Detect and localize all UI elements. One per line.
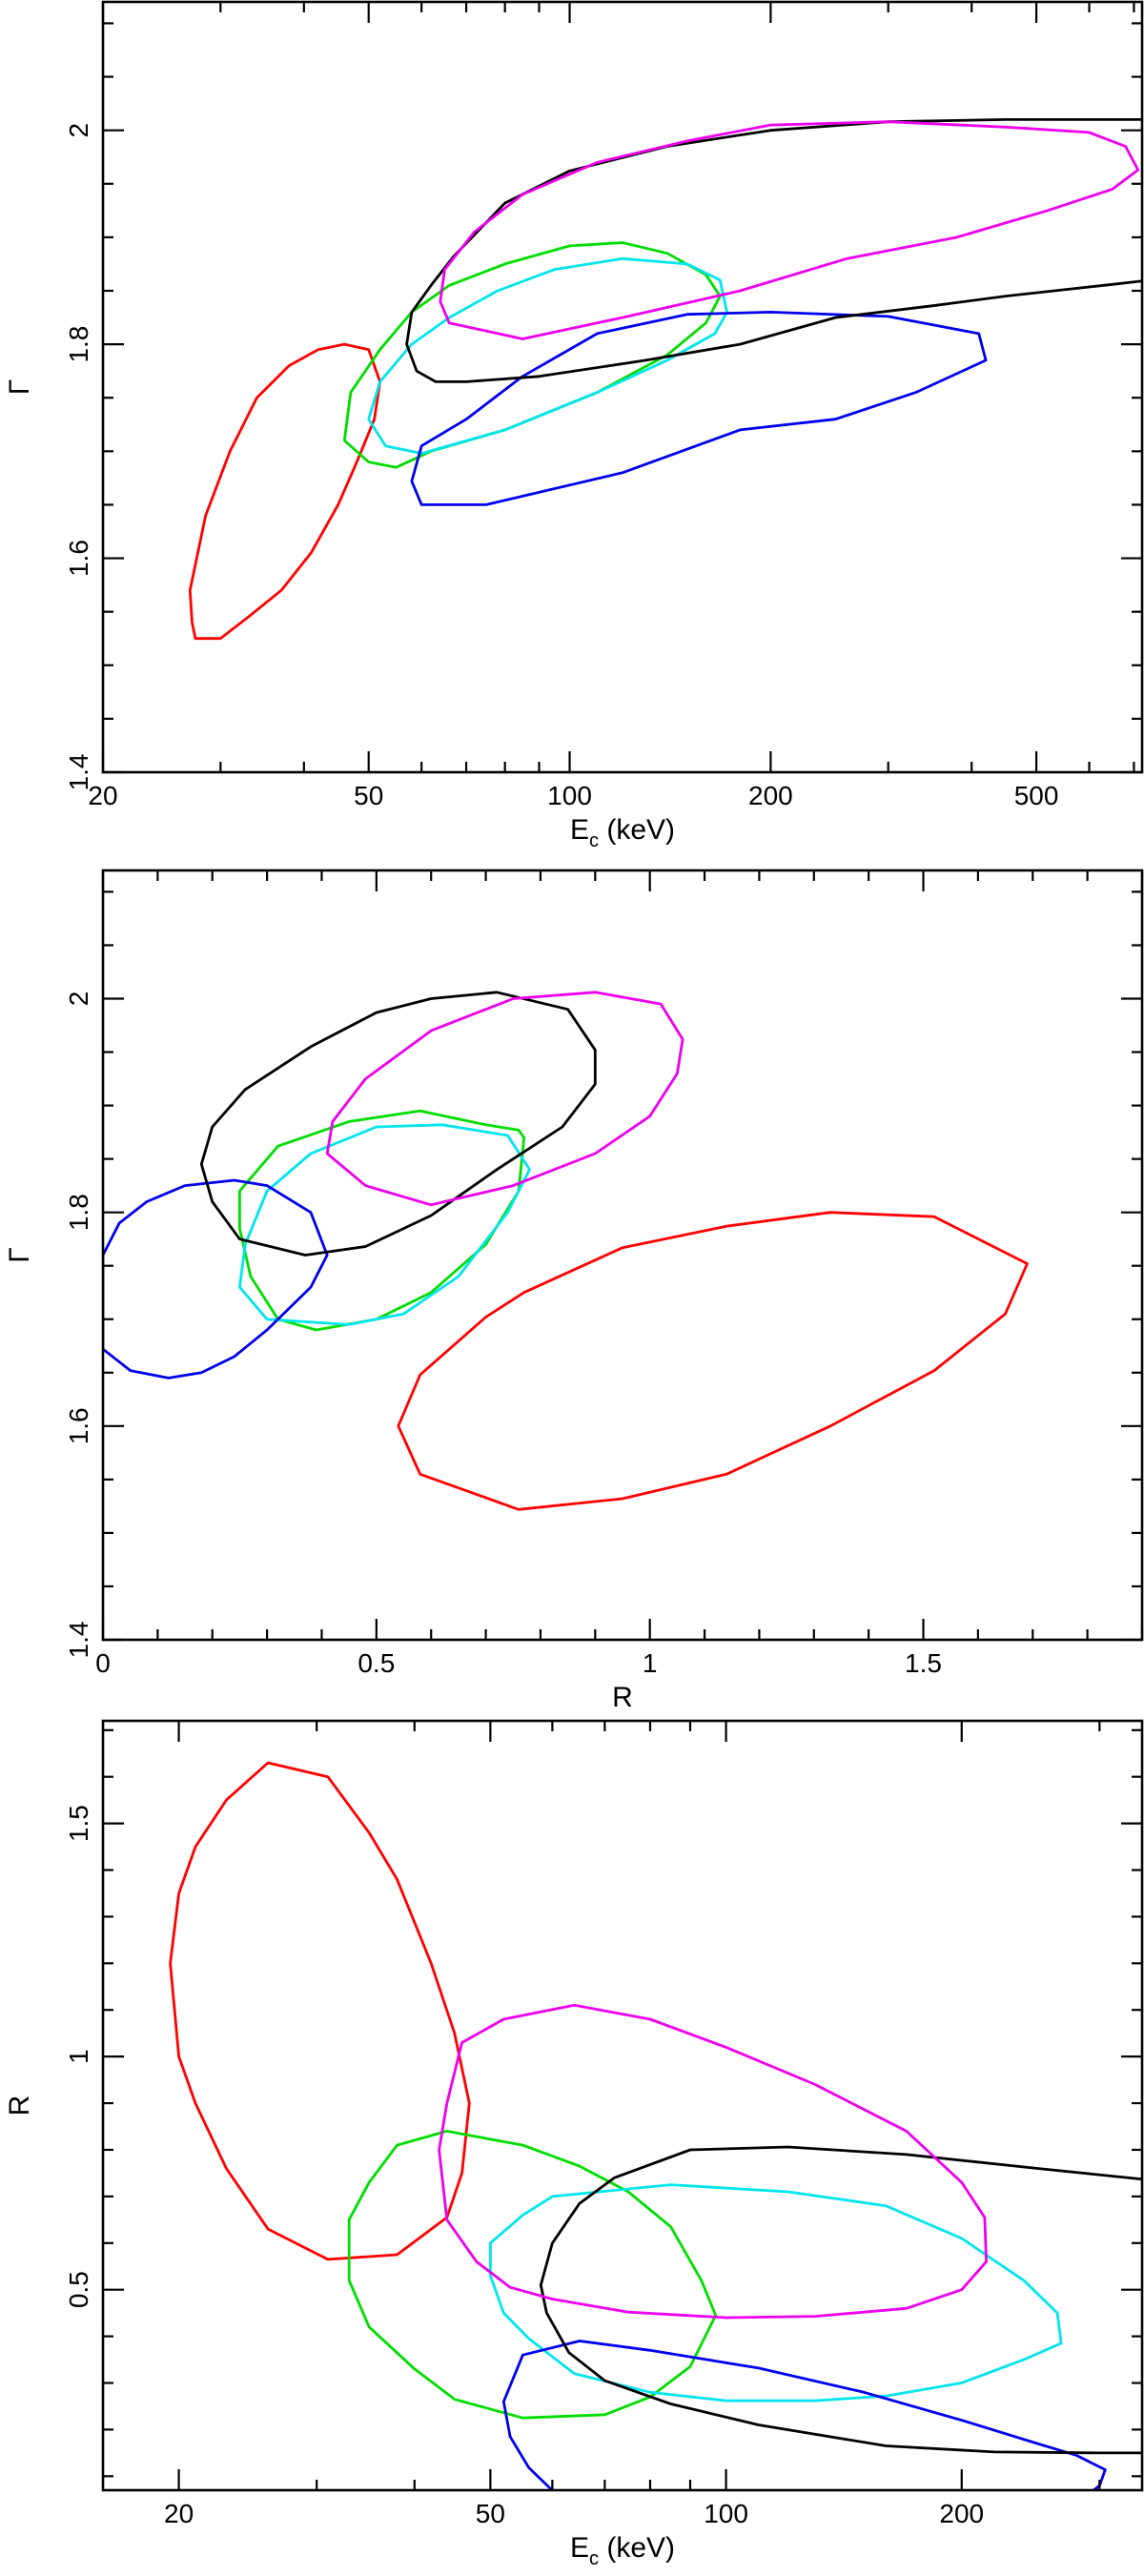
y-tick-label: 1.4 bbox=[64, 754, 93, 791]
x-tick-label: 0.5 bbox=[358, 1648, 395, 1678]
x-tick-label: 50 bbox=[476, 2499, 505, 2528]
x-tick-label: 100 bbox=[547, 781, 592, 810]
contour-line-3 bbox=[410, 310, 988, 506]
contour-line-4 bbox=[199, 991, 597, 1257]
contour-line-5 bbox=[439, 120, 1140, 340]
contour-group bbox=[188, 118, 1142, 641]
contour-line-2 bbox=[489, 2183, 1063, 2402]
y-tick-label: 1.6 bbox=[64, 1407, 93, 1444]
x-tick-label: 20 bbox=[164, 2499, 194, 2528]
y-tick-label: 2 bbox=[64, 123, 93, 138]
y-tick-label: 2 bbox=[64, 992, 93, 1007]
y-tick-label: 1.8 bbox=[64, 326, 93, 363]
plot-frame bbox=[101, 869, 1144, 1642]
y-axis-label: R bbox=[4, 2096, 35, 2116]
contour-line-5 bbox=[325, 991, 684, 1207]
x-tick-label: 1 bbox=[643, 1648, 658, 1678]
contour-line-1 bbox=[347, 2129, 718, 2420]
panel-gamma-vs-ec: 20 50 100 200 500 1.4 1.6 1.8 2 Ec (keV) Γ bbox=[4, 0, 1144, 851]
y-tick-label: 1.6 bbox=[64, 540, 93, 577]
contour-line-4 bbox=[405, 118, 1142, 383]
contour-line-1 bbox=[342, 241, 722, 469]
y-tick-label: 1.4 bbox=[64, 1622, 93, 1659]
contour-line-1 bbox=[237, 1109, 526, 1332]
x-axis-label: Ec (keV) bbox=[570, 2532, 675, 2569]
contour-line-0 bbox=[188, 342, 382, 641]
y-tick-label: 1 bbox=[64, 2049, 93, 2064]
x-tick-label: 500 bbox=[1014, 781, 1059, 810]
x-tick-label: 200 bbox=[748, 781, 793, 810]
contour-line-3 bbox=[103, 1178, 329, 1380]
contour-line-2 bbox=[367, 256, 728, 456]
x-tick-label: 200 bbox=[939, 2499, 984, 2528]
y-tick-label: 0.5 bbox=[64, 2271, 93, 2308]
panel-r-vs-ec: 20 50 100 200 0.5 1 1.5 Ec (keV) R bbox=[4, 1719, 1144, 2569]
x-axis-label: R bbox=[612, 1682, 633, 1713]
y-tick-label: 1.5 bbox=[64, 1805, 93, 1842]
panel-gamma-vs-r: 0 0.5 1 1.5 1.4 1.6 1.8 2 R Γ bbox=[4, 869, 1144, 1713]
contour-group bbox=[103, 991, 1029, 1511]
x-tick-label: 1.5 bbox=[905, 1648, 942, 1678]
contour-line-0 bbox=[169, 1761, 471, 2261]
contour-line-3 bbox=[501, 2340, 1107, 2490]
x-axis-label: Ec (keV) bbox=[570, 814, 675, 851]
contour-group bbox=[169, 1761, 1142, 2490]
y-axis-label: Γ bbox=[4, 1247, 35, 1263]
contour-line-5 bbox=[438, 2003, 988, 2320]
y-axis-label: Γ bbox=[4, 379, 35, 396]
contour-line-2 bbox=[237, 1123, 531, 1326]
x-tick-label: 20 bbox=[88, 781, 117, 810]
plot-frame bbox=[101, 1719, 1144, 2492]
x-tick-label: 50 bbox=[354, 781, 383, 810]
x-tick-label: 100 bbox=[704, 2499, 748, 2528]
contour-line-4 bbox=[539, 2145, 1142, 2455]
x-tick-label: 0 bbox=[95, 1648, 111, 1678]
contour-line-0 bbox=[397, 1211, 1029, 1511]
plot-frame bbox=[101, 0, 1144, 774]
y-tick-label: 1.8 bbox=[64, 1194, 93, 1231]
